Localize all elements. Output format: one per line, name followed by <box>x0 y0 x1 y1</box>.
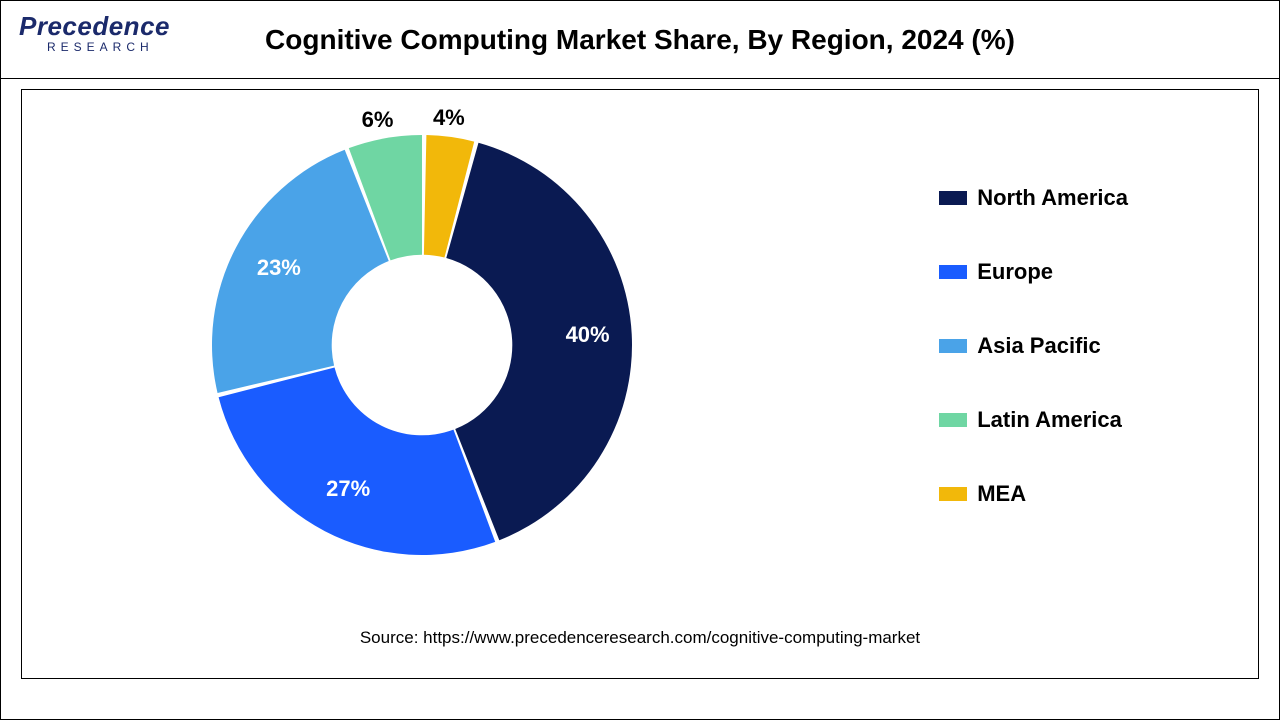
legend-label: Asia Pacific <box>977 333 1101 359</box>
inner-frame: 40% 27% 23% 6% 4% North America Europe Asia Pa… <box>21 89 1259 679</box>
legend-item: Asia Pacific <box>939 333 1128 359</box>
legend-label: Latin America <box>977 407 1122 433</box>
legend-item: North America <box>939 185 1128 211</box>
slice-pct-label: 6% <box>362 107 394 133</box>
logo-main: Precedence <box>19 11 170 42</box>
legend-swatch <box>939 339 967 353</box>
legend-item: MEA <box>939 481 1128 507</box>
header: Precedence RESEARCH Cognitive Computing … <box>1 1 1279 79</box>
legend-swatch <box>939 265 967 279</box>
chart-area: 40% 27% 23% 6% 4% North America Europe Asia Pa… <box>1 79 1279 719</box>
slice-pct-label: 23% <box>257 255 301 281</box>
legend-item: Latin America <box>939 407 1128 433</box>
legend-label: MEA <box>977 481 1026 507</box>
chart-title: Cognitive Computing Market Share, By Reg… <box>1 24 1279 56</box>
logo-sub: RESEARCH <box>19 40 170 54</box>
legend-swatch <box>939 191 967 205</box>
legend-item: Europe <box>939 259 1128 285</box>
source-text: Source: https://www.precedenceresearch.c… <box>22 628 1258 648</box>
donut-chart: 40%27%23%6%4% <box>202 125 642 565</box>
legend-label: North America <box>977 185 1128 211</box>
slice-pct-label: 4% <box>433 105 465 131</box>
outer-frame: Precedence RESEARCH Cognitive Computing … <box>0 0 1280 720</box>
slice-pct-label: 27% <box>326 476 370 502</box>
logo: Precedence RESEARCH <box>19 11 170 54</box>
legend-swatch <box>939 487 967 501</box>
legend-swatch <box>939 413 967 427</box>
legend: North America Europe Asia Pacific Latin Ame… <box>939 185 1128 507</box>
slice-pct-label: 40% <box>566 322 610 348</box>
donut-slice <box>219 367 496 555</box>
legend-label: Europe <box>977 259 1053 285</box>
